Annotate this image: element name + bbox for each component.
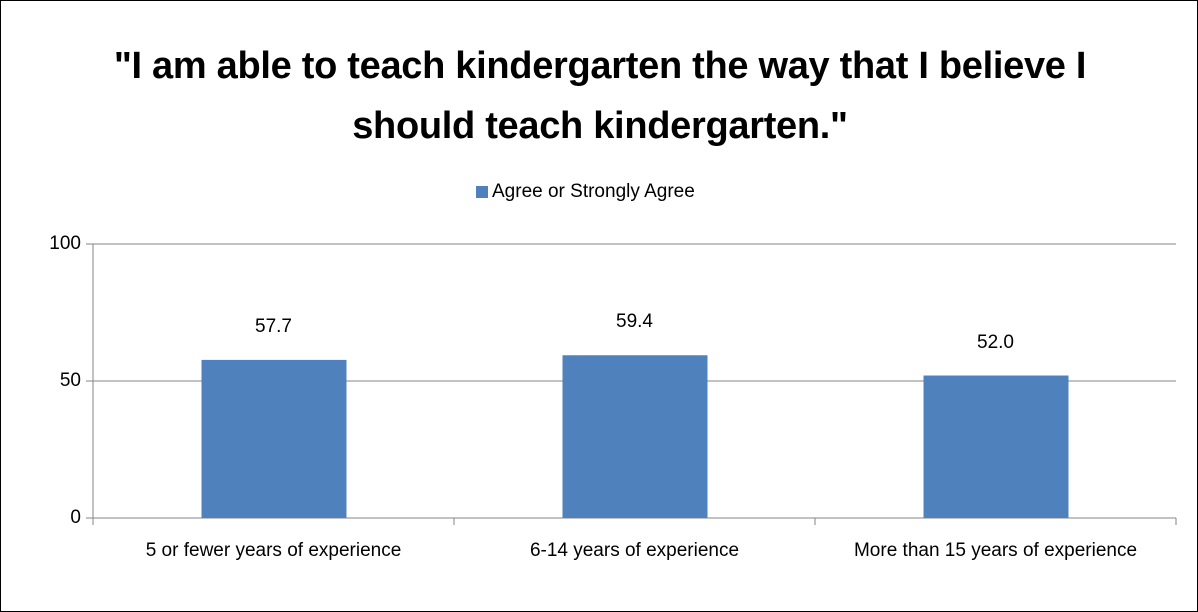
value-label: 59.4 xyxy=(616,311,653,333)
legend-label: Agree or Strongly Agree xyxy=(492,181,695,202)
chart-title: "I am able to teach kindergarten the way… xyxy=(113,45,1087,147)
value-label: 52.0 xyxy=(977,331,1014,353)
y-tick-label: 100 xyxy=(49,233,81,254)
bar xyxy=(923,375,1069,518)
bar xyxy=(562,355,708,518)
y-tick-label: 50 xyxy=(59,370,81,391)
x-tick-label: 6-14 years of experience xyxy=(529,540,740,561)
y-tick-label: 0 xyxy=(70,507,81,528)
x-tick-label: 5 or fewer years of experience xyxy=(145,540,402,561)
bar xyxy=(201,359,347,518)
legend-swatch xyxy=(476,186,488,198)
value-label: 57.7 xyxy=(255,315,292,337)
x-tick-label: More than 15 years of experience xyxy=(853,540,1138,561)
